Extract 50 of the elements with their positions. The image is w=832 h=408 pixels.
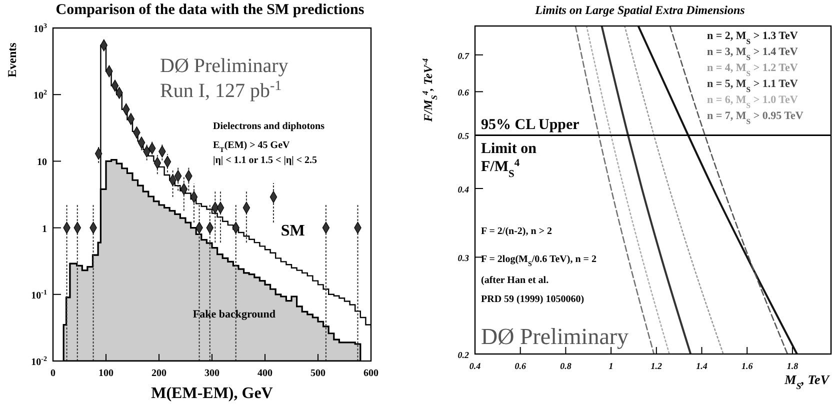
y-tick-label: 0.3	[458, 253, 470, 264]
annotation: F = 2log(M$_{S}$/0.6 TeV), n = 2	[481, 254, 596, 268]
y-tick-label: 0.2	[458, 350, 470, 360]
y-tick-label: 10	[37, 157, 47, 168]
text: n = 6, M$_{S}$ > 1.0 TeV	[707, 94, 798, 110]
y-axis-title: Events	[5, 42, 19, 78]
y-tick-label: 0.6	[458, 88, 470, 98]
y-tick-label: 10$^{3}$	[34, 22, 48, 35]
y-tick-label: 0.7	[458, 50, 470, 61]
chart-title: Limits on Large Spatial Extra Dimensions	[534, 3, 746, 17]
x-tick-label: 1.8	[786, 361, 799, 371]
series-label: Fake background	[192, 308, 276, 321]
annotation: DØ Preliminary	[481, 324, 630, 349]
annotation: PRD 59 (1999) 1050060)	[481, 294, 584, 305]
annotation: |η| < 1.1 or 1.5 < |η| < 2.5	[213, 155, 318, 166]
y-tick-label: 0.5	[458, 131, 470, 142]
x-tick-label: 1.6	[741, 361, 754, 371]
x-axis-title: M$_{S}$, TeV	[784, 372, 830, 391]
x-tick-label: 600	[364, 368, 378, 379]
x-tick-label: 1.4	[696, 361, 708, 371]
x-tick-label: 1	[608, 361, 614, 371]
annotation: Dielectrons and diphotons	[213, 121, 325, 132]
y-tick-label: 0.4	[458, 184, 470, 194]
x-tick-label: 200	[152, 368, 166, 379]
annotation: F = 2/(n-2), n > 2	[481, 226, 552, 237]
x-tick-label: 1.2	[650, 361, 663, 371]
y-tick-label: 10$^{-2}$	[31, 355, 48, 368]
chart-title: Comparison of the data with the SM predictions	[56, 2, 364, 18]
text: n = 4, M$_{S}$ > 1.2 TeV	[707, 62, 798, 78]
x-axis-title: M(EM-EM), GeV	[151, 385, 274, 402]
annotation: DØ Preliminary	[160, 55, 288, 77]
y-tick-label: 10$^{2}$	[34, 88, 48, 102]
text: n = 7, M$_{S}$ > 0.95 TeV	[707, 110, 804, 126]
x-tick-label: 0.8	[560, 361, 572, 371]
annotation: (after Han et al.	[481, 275, 550, 286]
x-tick-label: 0.6	[514, 361, 526, 371]
x-tick-label: 0.4	[469, 361, 482, 371]
x-tick-label: 400	[258, 368, 272, 379]
annotation: E$_{T}$(EM) > 45 GeV	[213, 140, 291, 154]
text: n = 2, M$_{S}$ > 1.3 TeV	[707, 30, 798, 46]
x-tick-label: 300	[204, 368, 220, 379]
text: n = 3, M$_{S}$ > 1.4 TeV	[707, 46, 798, 62]
x-tick-label: 500	[310, 368, 326, 379]
series-label: SM	[280, 222, 305, 240]
text: n = 5, M$_{S}$ > 1.1 TeV	[707, 78, 798, 94]
x-tick-label: 100	[98, 368, 114, 379]
y-tick-label: 1	[42, 224, 47, 235]
y-tick-label: 10$^{-1}$	[31, 288, 48, 302]
annotation: Run I, 127 pb$^{-1}$	[160, 78, 282, 102]
x-tick-label: 0	[50, 368, 56, 379]
